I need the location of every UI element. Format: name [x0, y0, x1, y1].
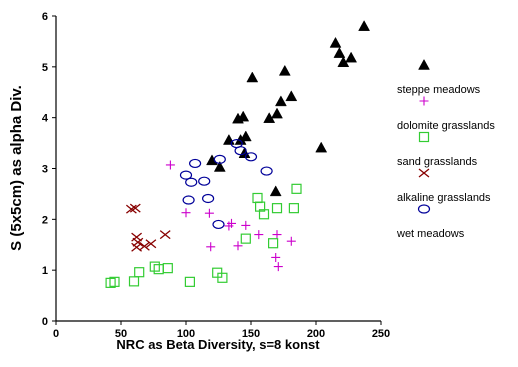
point-dolomite-grasslands	[227, 218, 236, 228]
point-sand-grasslands	[268, 238, 279, 249]
point-dolomite-grasslands	[272, 230, 282, 240]
legend: steppe meadows dolomite grasslands sand gr…	[396, 58, 495, 240]
point-steppe-meadows	[222, 134, 235, 145]
point-alkaline-grasslands	[145, 239, 157, 249]
point-wet-meadows	[185, 177, 198, 187]
legend-marker-sand-grasslands	[418, 131, 430, 143]
point-sand-grasslands	[252, 192, 263, 204]
point-sand-grasslands	[255, 201, 266, 212]
point-dolomite-grasslands	[241, 220, 251, 230]
y-axis-title: S (5x5cm) as alpha Div.	[8, 85, 25, 251]
point-alkaline-grasslands	[125, 204, 137, 214]
x-axis-ticks: 0 50 100 150 200 250	[53, 321, 390, 340]
point-steppe-meadows	[271, 107, 283, 119]
x-axis-title: NRC as Beta Diversity, s=8 konst	[116, 337, 320, 352]
point-steppe-meadows	[274, 95, 287, 107]
point-steppe-meadows	[329, 36, 342, 48]
point-wet-meadows	[213, 154, 226, 164]
legend-marker-steppe-meadows	[418, 58, 430, 70]
y-tick-label: 0	[42, 316, 48, 328]
x-tick-label: 100	[177, 328, 195, 340]
point-dolomite-grasslands	[204, 208, 214, 218]
point-wet-meadows	[182, 195, 195, 205]
point-sand-grasslands	[149, 261, 160, 272]
legend-marker-alkaline-grasslands	[418, 168, 430, 178]
y-tick-label: 4	[42, 113, 49, 125]
point-dolomite-grasslands	[206, 242, 216, 252]
point-steppe-meadows	[333, 47, 346, 58]
point-sand-grasslands	[258, 209, 270, 220]
legend-label-steppe-meadows: steppe meadows	[397, 84, 481, 96]
point-wet-meadows	[234, 146, 247, 156]
point-wet-meadows	[202, 193, 215, 204]
point-sand-grasslands	[288, 203, 299, 214]
point-steppe-meadows	[213, 160, 226, 172]
point-dolomite-grasslands	[271, 252, 281, 262]
y-tick-label: 1	[42, 265, 48, 277]
legend-marker-dolomite-grasslands	[419, 96, 429, 106]
point-sand-grasslands	[128, 276, 140, 287]
point-steppe-meadows	[246, 71, 259, 83]
point-steppe-meadows	[278, 64, 291, 76]
point-sand-grasslands	[109, 276, 120, 287]
point-sand-grasslands	[153, 264, 164, 275]
x-tick-label: 200	[307, 328, 325, 340]
point-steppe-meadows	[345, 51, 358, 63]
legend-marker-wet-meadows	[417, 204, 431, 214]
point-sand-grasslands	[184, 276, 195, 287]
x-tick-label: 50	[115, 328, 127, 340]
point-wet-meadows	[198, 176, 211, 186]
point-steppe-meadows	[315, 141, 328, 153]
point-sand-grasslands	[240, 233, 251, 244]
legend-label-sand-grasslands: sand grasslands	[397, 156, 478, 168]
data-points	[105, 20, 371, 288]
point-steppe-meadows	[238, 147, 251, 158]
y-tick-label: 5	[42, 62, 48, 74]
y-axis-ticks: 0 1 2 3 4 5 6	[42, 11, 56, 328]
x-tick-label: 250	[372, 328, 390, 340]
point-wet-meadows	[212, 219, 225, 230]
legend-label-alkaline-grasslands: alkaline grasslands	[397, 192, 491, 204]
point-dolomite-grasslands	[286, 236, 296, 246]
point-wet-meadows	[179, 170, 193, 180]
y-tick-label: 6	[42, 11, 48, 23]
point-sand-grasslands	[162, 263, 173, 274]
point-steppe-meadows	[269, 185, 282, 197]
y-tick-label: 3	[42, 164, 48, 176]
point-dolomite-grasslands	[273, 262, 283, 272]
point-wet-meadows	[260, 166, 273, 176]
point-steppe-meadows	[263, 112, 276, 123]
point-sand-grasslands	[217, 272, 228, 283]
point-sand-grasslands	[271, 203, 283, 214]
point-steppe-meadows	[358, 20, 371, 31]
point-wet-meadows	[244, 152, 258, 162]
point-sand-grasslands	[291, 183, 302, 194]
x-tick-label: 150	[242, 328, 260, 340]
point-wet-meadows	[189, 158, 202, 169]
x-tick-label: 0	[53, 328, 59, 340]
point-dolomite-grasslands	[181, 208, 191, 218]
point-dolomite-grasslands	[254, 230, 264, 240]
point-dolomite-grasslands	[233, 241, 243, 251]
point-steppe-meadows	[232, 112, 244, 124]
point-alkaline-grasslands	[129, 203, 141, 213]
point-sand-grasslands	[134, 267, 145, 278]
legend-label-wet-meadows: wet meadows	[396, 228, 465, 240]
point-alkaline-grasslands	[138, 241, 150, 251]
y-tick-label: 2	[42, 214, 48, 226]
point-dolomite-grasslands	[165, 160, 175, 170]
legend-label-dolomite-grasslands: dolomite grasslands	[397, 120, 495, 132]
point-steppe-meadows	[285, 90, 298, 102]
point-alkaline-grasslands	[159, 230, 171, 240]
